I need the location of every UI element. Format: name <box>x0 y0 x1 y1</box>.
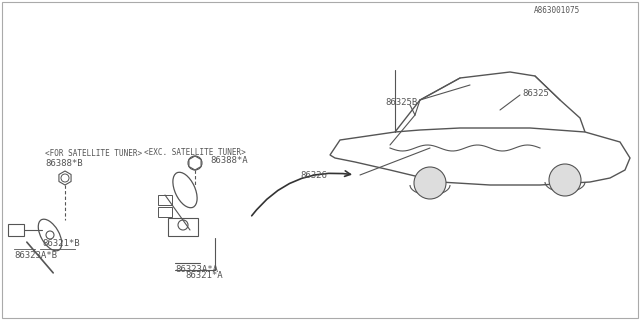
Circle shape <box>46 231 54 239</box>
FancyBboxPatch shape <box>168 218 198 236</box>
FancyBboxPatch shape <box>158 207 172 217</box>
Text: <EXC. SATELLITE TUNER>: <EXC. SATELLITE TUNER> <box>144 148 246 156</box>
Circle shape <box>61 174 69 182</box>
FancyBboxPatch shape <box>8 224 24 236</box>
Circle shape <box>414 167 446 199</box>
Polygon shape <box>330 128 630 185</box>
Text: 86326: 86326 <box>300 171 327 180</box>
Polygon shape <box>189 156 201 170</box>
Text: 86388*A: 86388*A <box>210 156 248 164</box>
Ellipse shape <box>38 219 61 251</box>
Text: 86323A*B: 86323A*B <box>14 251 57 260</box>
Text: 86323A*A: 86323A*A <box>175 265 218 274</box>
Text: 86388*B: 86388*B <box>45 158 83 167</box>
Circle shape <box>178 220 188 230</box>
Polygon shape <box>59 171 71 185</box>
Text: 86321*A: 86321*A <box>185 271 223 281</box>
FancyBboxPatch shape <box>158 195 172 205</box>
Ellipse shape <box>173 172 197 208</box>
Circle shape <box>188 156 202 170</box>
Text: A863001075: A863001075 <box>534 5 580 14</box>
Text: 86325B: 86325B <box>385 98 417 107</box>
Text: <FOR SATELLITE TUNER>: <FOR SATELLITE TUNER> <box>45 148 142 157</box>
Circle shape <box>549 164 581 196</box>
Text: 86325: 86325 <box>522 89 549 98</box>
Text: 86321*B: 86321*B <box>42 238 79 247</box>
